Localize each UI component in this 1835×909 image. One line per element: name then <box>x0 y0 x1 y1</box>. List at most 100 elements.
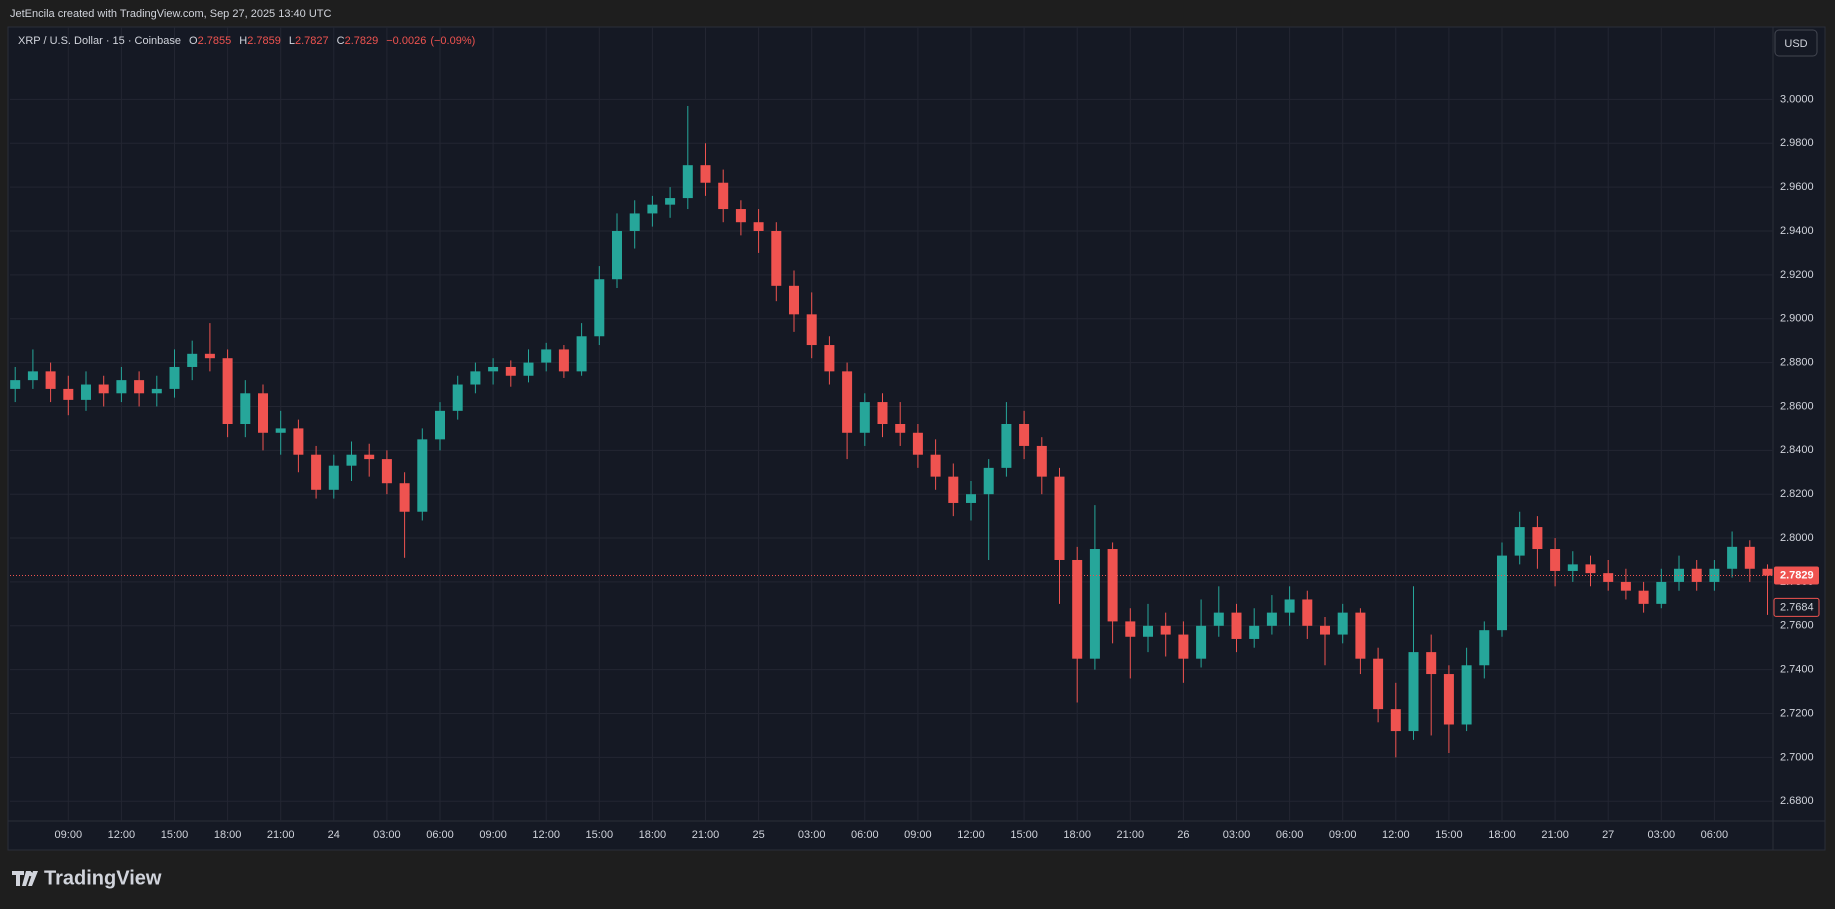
candle-body <box>1727 546 1738 569</box>
candle-body <box>1426 652 1437 675</box>
candle-body <box>169 366 180 389</box>
y-tick-label: 2.9000 <box>1780 313 1814 325</box>
y-tick-label: 2.6800 <box>1780 795 1814 807</box>
legend-item: 2.7859 <box>247 35 281 47</box>
y-tick-label: 2.9800 <box>1780 137 1814 149</box>
candle-body <box>1373 658 1384 710</box>
brand-logo <box>12 871 38 886</box>
candle-body <box>346 454 357 466</box>
candle-body <box>1178 634 1189 659</box>
candle-body <box>1302 599 1313 626</box>
candle-body <box>1072 559 1083 659</box>
candle-body <box>1390 709 1401 732</box>
candle-body <box>558 349 569 372</box>
y-tick-label: 2.8400 <box>1780 444 1814 456</box>
x-tick-label: 06:00 <box>851 829 879 841</box>
candle-body <box>983 467 994 495</box>
x-tick-label: 06:00 <box>1701 829 1729 841</box>
candle-body <box>1089 549 1100 659</box>
candle-body <box>505 366 516 376</box>
x-tick-label: 21:00 <box>1541 829 1569 841</box>
legend-item: −0.0026 <box>386 35 426 47</box>
price-label: 2.7684 <box>1780 601 1814 613</box>
candle-body <box>682 165 693 199</box>
x-tick-label: 03:00 <box>373 829 401 841</box>
candle-body <box>1497 555 1507 631</box>
candle-body <box>1107 549 1118 622</box>
candle-body <box>647 204 658 214</box>
x-tick-label: 12:00 <box>957 829 985 841</box>
candle-body <box>81 384 91 400</box>
candle-body <box>187 353 198 367</box>
candle-body <box>877 402 888 424</box>
candle-body <box>1001 424 1012 468</box>
candle-body <box>1337 612 1348 635</box>
legend-item: 2.7827 <box>295 35 329 47</box>
candle-body <box>1054 476 1065 560</box>
candle-body <box>1143 625 1153 637</box>
candle-body <box>1284 599 1295 613</box>
header: JetEncila created with TradingView.com, … <box>10 8 331 20</box>
candle-body <box>134 380 145 394</box>
x-tick-label: 26 <box>1177 829 1189 841</box>
candle-body <box>381 459 392 484</box>
x-tick-label: 06:00 <box>426 829 454 841</box>
legend-item: H <box>239 35 247 47</box>
candle-body <box>63 388 74 400</box>
currency-label[interactable]: USD <box>1784 38 1807 50</box>
candle-body <box>1036 445 1047 477</box>
candle-body <box>718 182 729 210</box>
candle-body <box>1125 621 1136 637</box>
x-tick-label: 06:00 <box>1276 829 1304 841</box>
legend-item: L <box>289 35 295 47</box>
candle-body <box>1514 527 1525 556</box>
candle-body <box>435 410 445 440</box>
y-tick-label: 2.8800 <box>1780 356 1814 368</box>
candle-body <box>328 465 339 490</box>
candle-body <box>912 432 923 455</box>
candle-body <box>523 362 534 376</box>
legend-item: C <box>337 35 345 47</box>
y-tick-label: 2.8600 <box>1780 400 1814 412</box>
y-tick-label: 2.9600 <box>1780 181 1814 193</box>
x-tick-label: 24 <box>328 829 340 841</box>
candle-body <box>116 380 127 394</box>
y-tick-label: 2.9200 <box>1780 269 1814 281</box>
x-tick-label: 03:00 <box>798 829 826 841</box>
candle-body <box>1019 424 1030 446</box>
grid <box>10 27 1773 821</box>
candle-body <box>1567 564 1578 571</box>
x-tick-label: 09:00 <box>55 829 83 841</box>
candle-body <box>1550 549 1561 571</box>
axes: 2.68002.70002.72002.74002.76002.78002.80… <box>10 35 1820 841</box>
candle-body <box>629 213 640 231</box>
candle-body <box>1266 612 1277 626</box>
x-tick-label: 18:00 <box>639 829 667 841</box>
x-tick-label: 15:00 <box>1435 829 1463 841</box>
candle-body <box>1762 568 1773 576</box>
last-price-label: 2.7829 <box>1780 569 1814 581</box>
candle-body <box>1585 564 1596 574</box>
candle-body <box>1620 581 1631 591</box>
currency-button[interactable] <box>1774 29 1818 57</box>
last-price-box <box>1774 566 1819 585</box>
candle-body <box>612 230 622 280</box>
candle-body <box>1249 625 1260 639</box>
candle-body <box>1744 546 1755 569</box>
candle-body <box>204 353 215 359</box>
candle-body <box>824 345 835 372</box>
candle-body <box>541 349 552 363</box>
brand-name: TradingView <box>44 867 162 889</box>
x-tick-label: 12:00 <box>1382 829 1410 841</box>
candle-body <box>735 209 746 223</box>
price-label-box <box>1773 597 1820 617</box>
candle-body <box>311 454 322 490</box>
legend-item: 2.7855 <box>198 35 232 47</box>
candle-body <box>10 380 21 389</box>
y-tick-label: 2.7000 <box>1780 751 1814 763</box>
candle-body <box>700 165 711 183</box>
candle-body <box>399 483 410 512</box>
candle-body <box>789 285 799 315</box>
legend-item: 2.7829 <box>345 35 379 47</box>
